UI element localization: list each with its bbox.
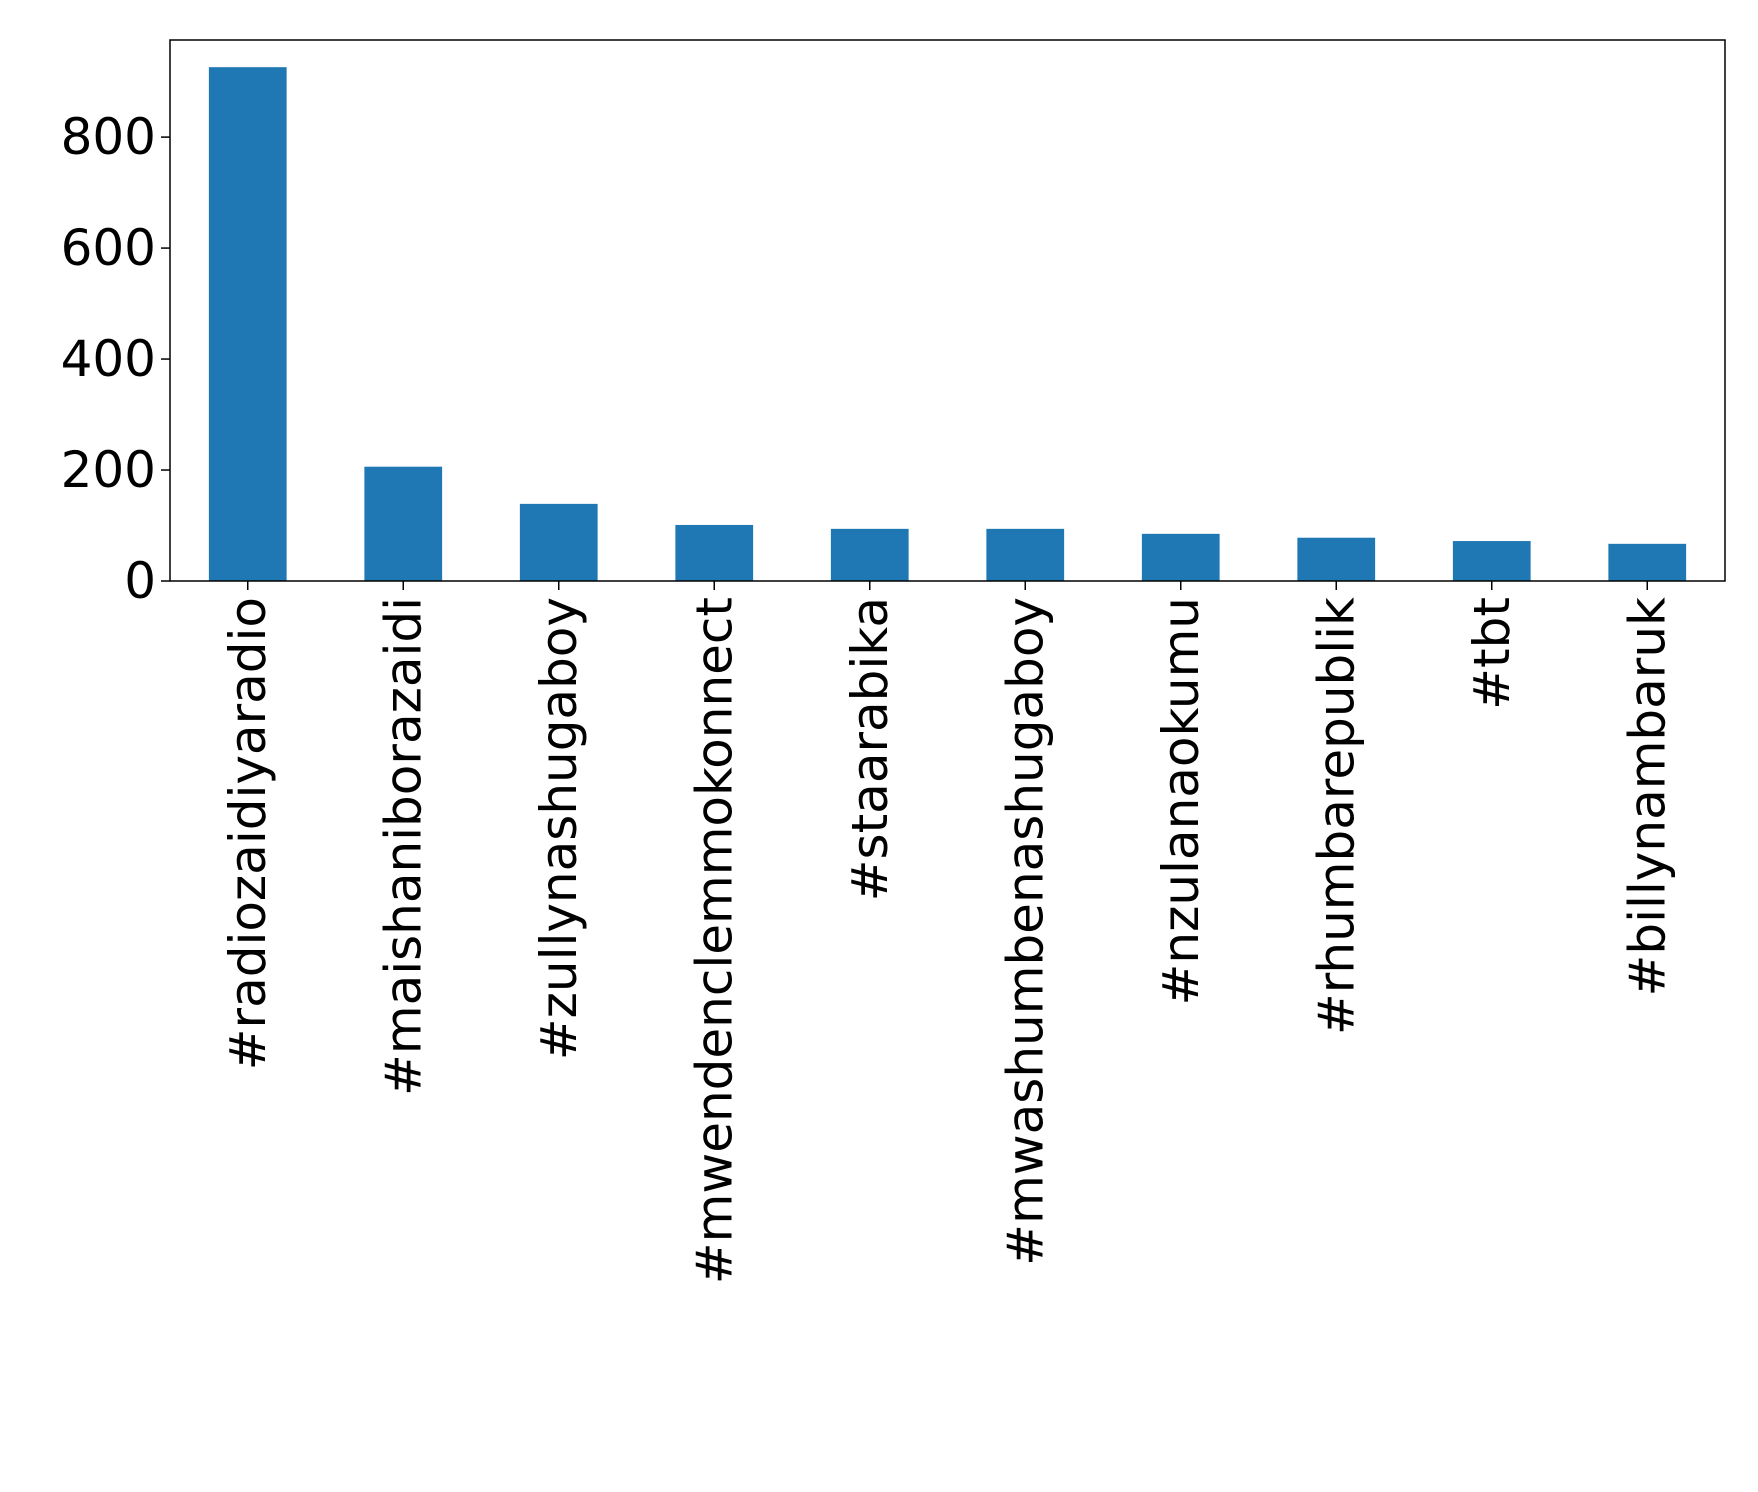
bar-tbt [1452, 541, 1531, 581]
bar-zullynashugaboy [519, 503, 598, 581]
bar-maishaniborazaidi [364, 466, 443, 581]
bars-group [208, 67, 1687, 581]
y-tick-label: 200 [61, 441, 156, 499]
y-tick-label: 600 [61, 219, 156, 277]
x-axis: #radiozaidiyaradio #maishaniborazaidi #zul… [219, 581, 1676, 1284]
x-tick-label: #maishaniborazaidi [374, 597, 432, 1096]
x-tick-label: #mwashumbenashugaboy [996, 597, 1054, 1266]
x-tick-label: #rhumbarepublik [1307, 597, 1365, 1035]
x-tick-label: #radiozaidiyaradio [219, 597, 277, 1070]
y-tick-label: 0 [124, 552, 156, 610]
bar-radiozaidiyaradio [208, 67, 287, 581]
x-tick-label: #nzulanaokumu [1152, 597, 1210, 1005]
x-tick-label: #tbt [1463, 597, 1521, 710]
y-axis: 0 200 400 600 800 [61, 108, 170, 610]
bar-staarabika [830, 528, 909, 581]
bar-nzulanaokumu [1141, 533, 1220, 581]
bar-billynambaruk [1608, 543, 1687, 581]
x-tick-label: #mwendenclemmokonnect [685, 597, 743, 1284]
y-tick-label: 800 [61, 108, 156, 166]
plot-frame [169, 39, 1726, 582]
x-tick-label: #staarabika [841, 597, 899, 901]
bar-rhumbarepublik [1297, 537, 1376, 581]
x-tick-label: #billynambaruk [1618, 597, 1676, 997]
y-tick-label: 400 [61, 330, 156, 388]
bar-mwashumbenashugaboy [986, 528, 1065, 581]
x-tick-label: #zullynashugaboy [530, 597, 588, 1060]
bar-mwendenclemmokonnect [675, 524, 754, 581]
